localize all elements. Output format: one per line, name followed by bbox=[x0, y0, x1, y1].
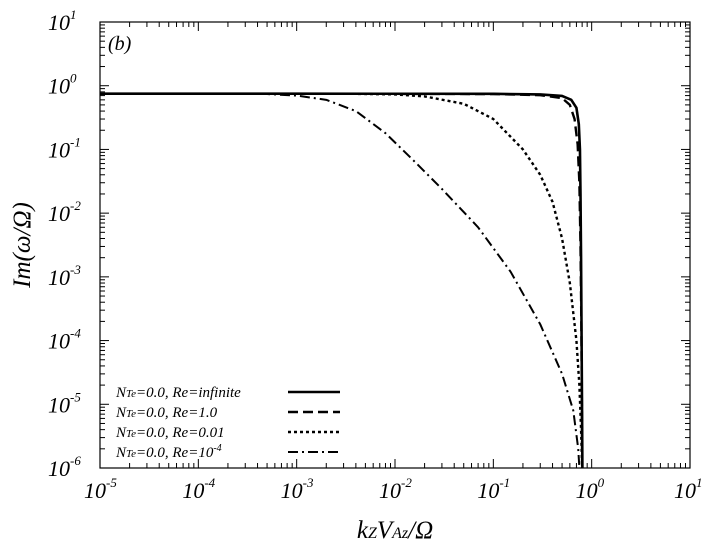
series-line-4 bbox=[99, 92, 581, 469]
y-axis-label: Im(ω/Ω) bbox=[9, 202, 36, 289]
plot-frame bbox=[99, 21, 691, 469]
x-tick-label: 10-5 bbox=[84, 475, 117, 503]
series-line-3 bbox=[100, 92, 584, 469]
x-tick-label: 101 bbox=[674, 475, 703, 503]
y-tick-label: 10-3 bbox=[48, 262, 81, 290]
x-tick-label: 10-3 bbox=[281, 475, 314, 503]
series-lines bbox=[99, 92, 584, 469]
tick-marks bbox=[99, 21, 691, 469]
x-tick-label: 10-4 bbox=[182, 475, 215, 503]
x-label-omega: /Ω bbox=[406, 517, 433, 544]
legend-entry-label: NTe=0.0, Re=0.01 bbox=[115, 425, 225, 441]
y-tick-labels: 101 100 10-1 10-2 10-3 10-4 10-5 10-6 bbox=[48, 7, 81, 481]
series-line-2 bbox=[100, 92, 584, 469]
x-tick-label: 10-2 bbox=[379, 475, 412, 503]
x-tick-label: 10-1 bbox=[477, 475, 510, 503]
y-tick-label: 10-2 bbox=[48, 198, 81, 226]
panel-label: (b) bbox=[108, 33, 132, 55]
x-label-az: Az bbox=[391, 525, 409, 542]
legend-entry-label: NTe=0.0, Re=10-4 bbox=[115, 443, 222, 461]
legend-entry-label: NTe=0.0, Re=1.0 bbox=[115, 405, 218, 421]
x-tick-label: 100 bbox=[576, 475, 605, 503]
legend: NTe=0.0, Re=infinite NTe=0.0, Re=1.0 NTe=0… bbox=[115, 385, 340, 461]
x-axis-label: kZVAz/Ω bbox=[357, 517, 433, 544]
y-tick-label: 10-5 bbox=[48, 389, 81, 417]
y-tick-label: 10-1 bbox=[48, 134, 81, 162]
y-tick-label: 100 bbox=[48, 71, 77, 99]
x-label-z: Z bbox=[368, 525, 378, 542]
x-tick-labels: 10-5 10-4 10-3 10-2 10-1 100 101 bbox=[84, 475, 703, 503]
y-tick-label: 101 bbox=[48, 7, 77, 35]
x-label-k: k bbox=[357, 517, 369, 544]
x-label-v: V bbox=[377, 517, 395, 544]
y-tick-label: 10-6 bbox=[48, 453, 81, 481]
y-tick-label: 10-4 bbox=[48, 326, 81, 354]
legend-entry-label: NTe=0.0, Re=infinite bbox=[115, 385, 241, 401]
